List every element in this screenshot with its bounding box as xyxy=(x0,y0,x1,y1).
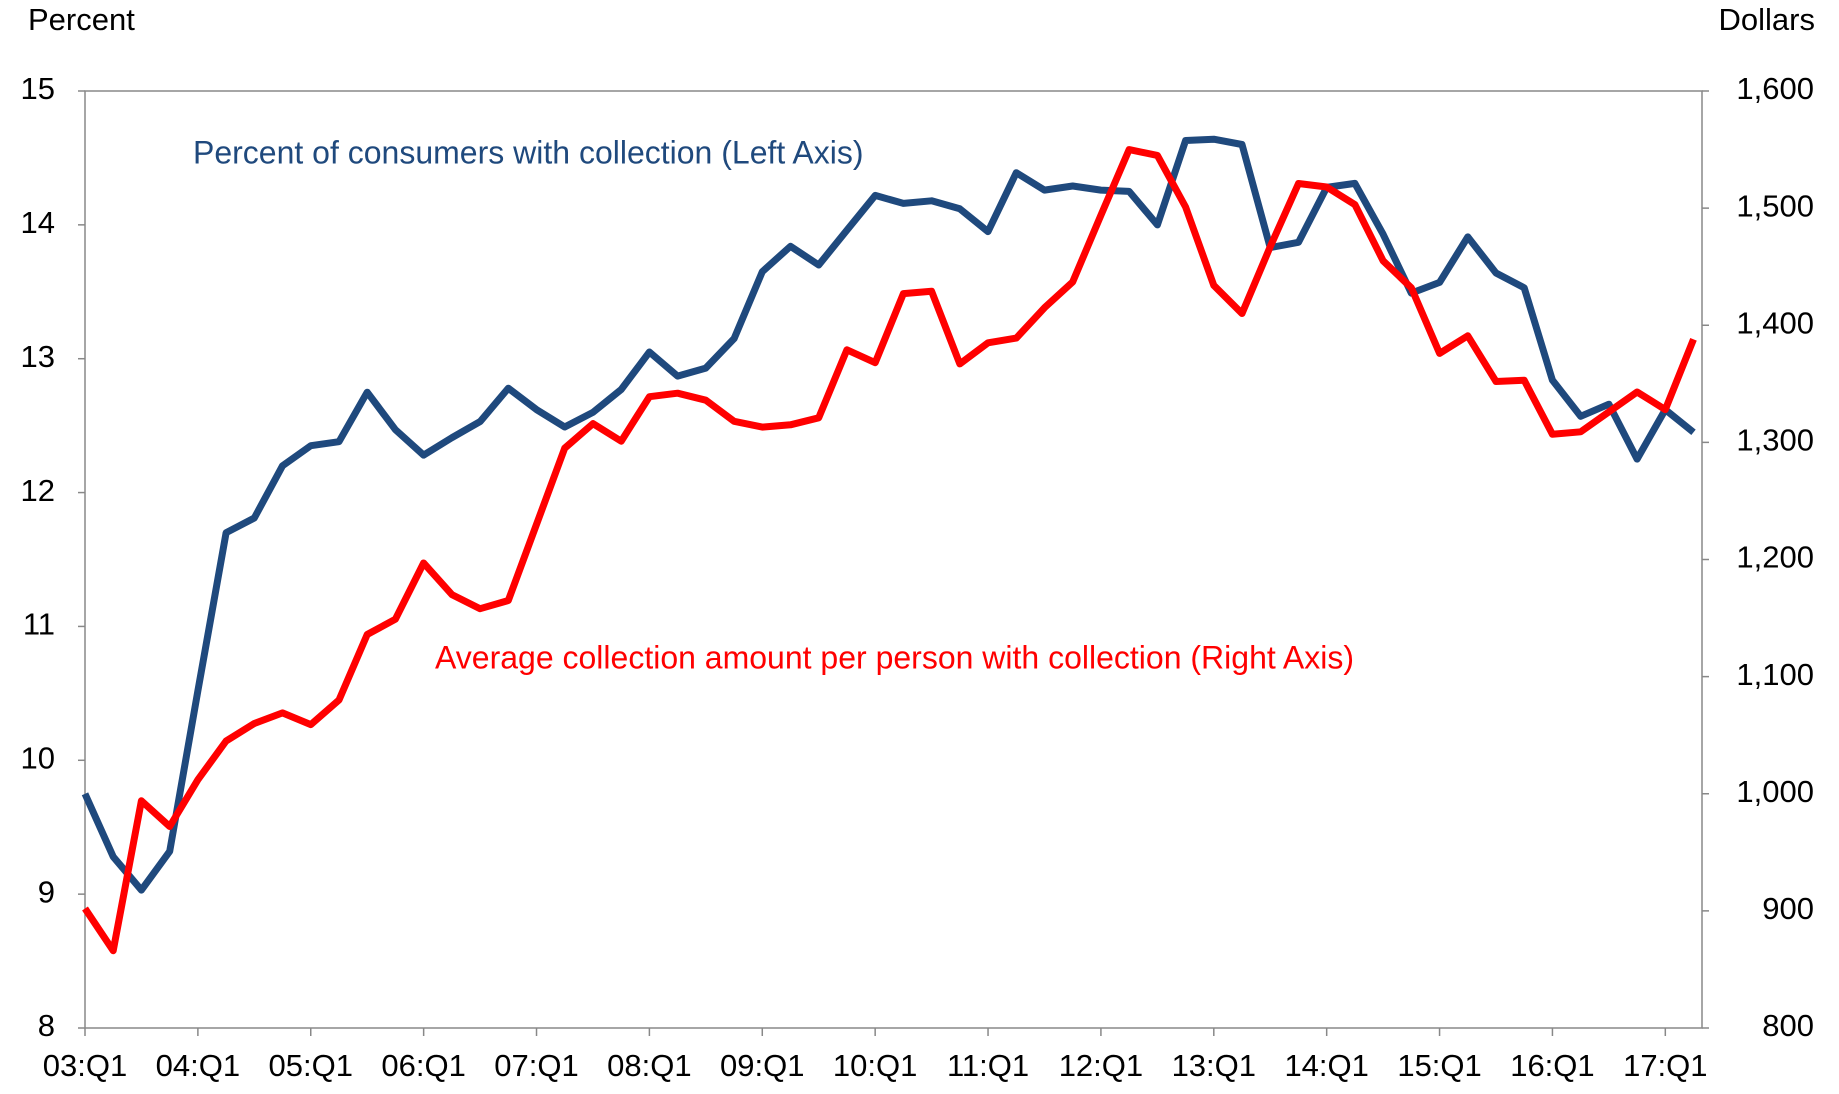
x-tick-label: 16:Q1 xyxy=(1510,1048,1594,1083)
x-tick-label: 03:Q1 xyxy=(43,1048,127,1083)
y2-tick-label: 1,300 xyxy=(1736,423,1814,458)
x-tick-label: 08:Q1 xyxy=(607,1048,691,1083)
y2-tick-label: 900 xyxy=(1762,891,1814,926)
x-tick-label: 17:Q1 xyxy=(1623,1048,1707,1083)
y2-tick-label: 1,000 xyxy=(1736,774,1814,809)
series-line xyxy=(82,146,1697,955)
x-tick-label: 13:Q1 xyxy=(1172,1048,1256,1083)
series-line xyxy=(81,135,1696,894)
y-tick-label: 9 xyxy=(38,874,55,909)
x-tick-label: 05:Q1 xyxy=(269,1048,353,1083)
x-tick-label: 11:Q1 xyxy=(947,1048,1029,1083)
series-label: Percent of consumers with collection (Le… xyxy=(193,134,864,170)
y-tick-label: 15 xyxy=(21,71,55,106)
y-tick-label: 12 xyxy=(21,473,55,508)
x-tick-label: 07:Q1 xyxy=(494,1048,578,1083)
y-tick-label: 8 xyxy=(38,1008,55,1043)
y2-axis-title: Dollars xyxy=(1719,2,1815,37)
y-tick-label: 11 xyxy=(23,607,55,642)
y2-tick-label: 1,100 xyxy=(1736,657,1814,692)
y2-tick-label: 1,500 xyxy=(1736,188,1814,223)
y2-tick-label: 800 xyxy=(1762,1008,1814,1043)
y-axis-title: Percent xyxy=(28,2,135,37)
y-tick-label: 10 xyxy=(21,740,55,775)
y-tick-label: 13 xyxy=(21,339,55,374)
x-tick-label: 06:Q1 xyxy=(381,1048,465,1083)
x-tick-label: 04:Q1 xyxy=(156,1048,240,1083)
x-tick-label: 10:Q1 xyxy=(833,1048,917,1083)
series-label: Average collection amount per person wit… xyxy=(435,639,1354,675)
x-tick-label: 09:Q1 xyxy=(720,1048,804,1083)
y-tick-label: 14 xyxy=(21,205,55,240)
y2-tick-label: 1,600 xyxy=(1736,71,1814,106)
y2-tick-label: 1,400 xyxy=(1736,305,1814,340)
x-tick-label: 15:Q1 xyxy=(1397,1048,1481,1083)
plot-frame xyxy=(84,90,1703,1029)
x-tick-label: 12:Q1 xyxy=(1059,1048,1143,1083)
x-tick-label: 14:Q1 xyxy=(1284,1048,1368,1083)
y2-tick-label: 1,200 xyxy=(1736,540,1814,575)
